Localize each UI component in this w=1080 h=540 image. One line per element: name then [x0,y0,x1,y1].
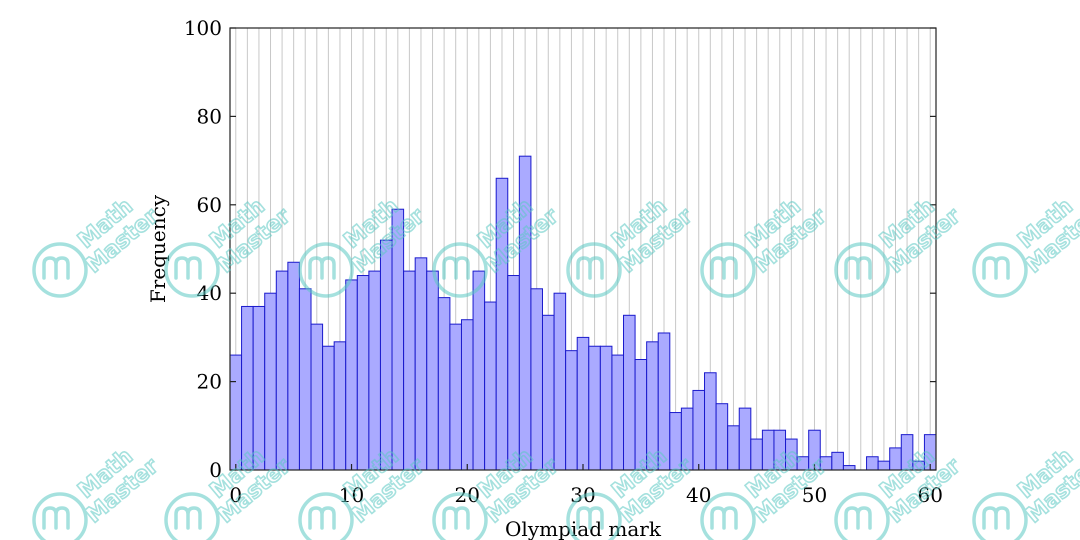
bar [322,345,335,471]
watermark-m-glyph [844,506,872,530]
bar [623,314,636,471]
watermark-circle [566,492,622,540]
watermark-m-glyph [174,256,202,280]
y-tick-label: 60 [197,193,222,217]
watermark-m-glyph [982,256,1010,280]
y-axis-label: Frequency [146,194,170,303]
watermark-m-glyph [308,506,336,530]
bar [588,345,601,471]
watermark-circle [164,492,220,540]
x-axis-label: Olympiad mark [505,517,662,540]
bar [356,275,370,471]
watermark-m-glyph [710,506,738,530]
watermark-circle [972,242,1028,298]
watermark-m-glyph [42,506,70,530]
bar [842,465,856,471]
bar [866,456,879,471]
watermark-m-glyph [576,506,604,530]
bar [611,354,625,471]
bar [599,345,613,471]
bar [414,257,428,471]
x-tick-label: 60 [917,483,942,507]
bar [715,403,729,471]
bar [553,292,567,471]
bar [229,354,243,471]
watermark-circle [700,242,756,298]
watermark-circle [972,492,1028,540]
bar [333,341,347,471]
bar [310,323,324,471]
watermark-circle [432,242,488,298]
watermark-circle [32,242,88,298]
watermark-circle [298,492,354,540]
watermark-circle [298,242,354,298]
bar [460,319,474,471]
watermark-circle [164,242,220,298]
bar [379,239,393,471]
watermark-m-glyph [844,256,872,280]
watermark-m-glyph [442,256,470,280]
bar [541,314,555,471]
watermark-circle [700,492,756,540]
bar [368,270,381,471]
y-tick-label: 100 [184,16,222,40]
watermark-m-glyph [710,256,738,280]
watermark-circle [834,242,890,298]
watermark-m-glyph [442,506,470,530]
bar [298,288,312,471]
x-tick-label: 10 [339,483,364,507]
watermark-circle [432,492,488,540]
watermark-m-glyph [982,506,1010,530]
watermark-circle [566,242,622,298]
bar [484,301,497,471]
bar [565,350,578,471]
bar [692,389,706,471]
bar [831,451,844,471]
bar [472,270,486,471]
bar [449,323,462,471]
bar [507,275,520,471]
watermark-circle [32,492,88,540]
watermark-m-glyph [576,256,604,280]
y-tick-label: 20 [197,370,222,394]
watermark-m-glyph [42,256,70,280]
bar [426,270,439,471]
bar [727,425,740,471]
y-tick-label: 80 [197,104,222,128]
bar [530,288,543,471]
watermark-m-glyph [308,256,336,280]
bar [275,270,289,471]
bar [287,261,300,471]
bar [704,372,717,471]
bar [437,297,451,471]
watermark-m-glyph [174,506,202,530]
bar [264,292,277,471]
bar [345,279,358,471]
x-tick-label: 0 [229,483,242,507]
bar [576,336,590,471]
bar [877,460,891,471]
bar [403,270,416,471]
bar [738,407,752,471]
x-tick-label: 50 [802,483,827,507]
bar [750,438,763,471]
y-tick-label: 0 [209,458,222,482]
watermark-circle [834,492,890,540]
